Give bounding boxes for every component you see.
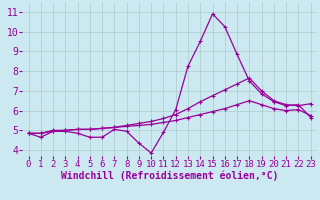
X-axis label: Windchill (Refroidissement éolien,°C): Windchill (Refroidissement éolien,°C): [61, 171, 278, 181]
